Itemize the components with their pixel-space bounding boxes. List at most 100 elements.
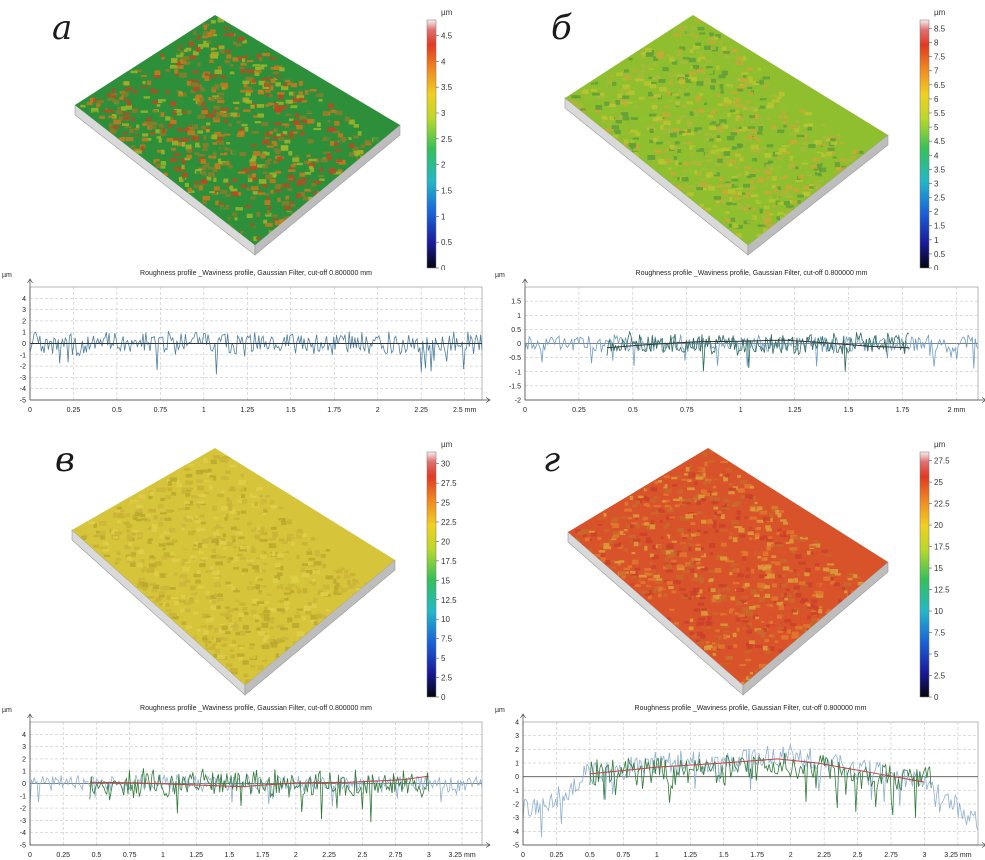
plate-top [568,448,888,685]
surface-texture [568,448,888,685]
y-tick-label: 1 [515,761,519,768]
x-tick-label: 0.25 [56,852,70,859]
chart-title: Roughness profile _Waviness profile, Gau… [140,705,372,712]
colorbar-tick-label: 5.5 [934,109,946,118]
y-axis-arrow [522,278,528,400]
x-tick-label: 1.25 [240,407,254,414]
y-tick-label: -5 [20,398,26,405]
colorbar-tick-label: 4.5 [934,137,946,146]
x-tick-label: 0.75 [123,852,137,859]
colorbar-tick-label: 3 [441,109,446,118]
colorbar-tick-label: 0.5 [934,250,946,259]
plate-side-right [244,559,396,696]
colorbar-gradient [919,19,930,269]
y-tick-label: 4 [22,296,26,303]
x-tick-label: 1 [739,407,743,414]
colorbar-tick-label: 1 [441,212,446,221]
colorbar-tick-label: 22.5 [441,518,457,527]
colorbar-gradient [426,451,437,698]
y-axis-arrow [27,278,33,400]
y-tick-label: -1 [515,369,521,376]
plate-side-right [747,134,889,256]
y-tick-label: -5 [20,843,26,850]
y-tick-label: 4 [515,720,519,727]
x-tick-label: 0 [521,852,525,859]
colorbar-tick-label: 10 [934,607,943,616]
panel-g: г µm 0 2.5 5 7.5 10 12.5 15 17.5 20 22.5 25 27.5 Rou… [493,430,985,860]
colorbar-tick-label: 2.5 [441,135,453,144]
x-tick-label: 0.75 [617,852,631,859]
x-tick-label: 0.5 [92,852,102,859]
colorbar-tick-label: 17.5 [934,543,950,552]
colorbar-tick-label: 2.5 [934,672,946,681]
x-tick-label: 0 [28,407,32,414]
colorbar-tick-label: 2 [441,161,446,170]
profile-chart: Roughness profile _Waviness profile, Gau… [495,705,985,859]
colorbar-tick-label: 8.5 [934,24,946,33]
x-tick-label: 3 [427,852,431,859]
colorbar-tick-label: 12.5 [934,586,950,595]
colorbar-tick-label: 6.5 [934,81,946,90]
x-tick-label: 2.5 [357,852,367,859]
y-tick-label: -1 [20,793,26,800]
panel-letter: а [52,8,73,48]
colorbar-unit: µm [934,440,946,449]
color-scale-bar: µm 0 2.5 5 7.5 10 12.5 15 17.5 20 22.5 25 27.5 30 [426,440,457,700]
x-tick-label: 0 [28,852,32,859]
profile-line-light [522,743,979,838]
x-tick-label: 2.25 [817,852,831,859]
profile-chart: Roughness profile _Waviness profile, Gau… [2,705,491,859]
colorbar-tick-label: 27.5 [441,479,457,488]
colorbar-unit: µm [441,8,453,17]
colorbar-tick-label: 3 [934,179,939,188]
colorbar-tick-label: 2 [934,208,939,217]
y-tick-label: 1 [22,330,26,337]
y-tick-label: 1.5 [511,299,521,306]
y-tick-label: -2 [515,398,521,405]
colorbar-tick-label: 20 [441,537,450,546]
colorbar-tick-label: 5 [441,654,446,663]
x-tick-label: 0.25 [572,407,586,414]
x-tick-label: 2.75 [884,852,898,859]
colorbar-tick-label: 25 [441,499,450,508]
surface-3d-plot [74,15,401,256]
x-axis-arrow [30,397,491,403]
panel-v: в µm 0 2.5 5 7.5 10 12.5 15 17.5 20 22.5 25 27.5 30 R… [0,430,492,860]
panel-letter: б [551,8,572,48]
y-axis-arrow [520,713,526,845]
colorbar-tick-label: 8 [934,39,939,48]
y-tick-label: 3 [515,733,519,740]
colorbar-tick-label: 4 [441,57,446,66]
colorbar-tick-label: 3.5 [934,165,946,174]
colorbar-gradient [426,19,437,269]
x-tick-label: 1.25 [788,407,802,414]
colorbar-tick-label: 17.5 [441,557,457,566]
x-tick-label: 0 [523,407,527,414]
x-tick-label: 0.5 [628,407,638,414]
x-tick-label: 1.5 [225,852,235,859]
panel-letter: в [55,440,75,480]
colorbar-tick-label: 0 [934,264,939,270]
y-tick-label: -0.5 [509,355,521,362]
x-tick-label: 1.25 [683,852,697,859]
color-scale-bar: µm 0 0.5 1 1.5 2 2.5 3 3.5 4 4.5 [426,8,453,270]
x-tick-label: 2.25 [322,852,336,859]
colorbar-tick-label: 1 [934,236,939,245]
profile-line [89,768,430,823]
colorbar-tick-label: 0 [441,693,446,700]
x-tick-label: 3.25 mm [448,852,475,859]
colorbar-tick-label: 0 [934,693,939,700]
y-tick-label: -2 [513,802,519,809]
x-tick-label: 0.75 [680,407,694,414]
x-tick-label: 1.75 [327,407,341,414]
y-tick-label: 1 [22,769,26,776]
y-tick-label: 0 [515,774,519,781]
x-tick-label: 3.25 mm [944,852,971,859]
colorbar-tick-label: 20 [934,521,943,530]
y-tick-label: 0.5 [511,327,521,334]
x-tick-label: 2 [294,852,298,859]
y-axis-label: µm [495,272,505,279]
profile-chart: Roughness profile _Waviness profile, Gau… [2,270,491,414]
y-tick-label: -4 [20,386,26,393]
color-scale-bar: µm 0 0.5 1 1.5 2 2.5 3 3.5 4 4.5 5 5.5 6 6.5 7 7.5 8 8.5 [919,8,946,270]
